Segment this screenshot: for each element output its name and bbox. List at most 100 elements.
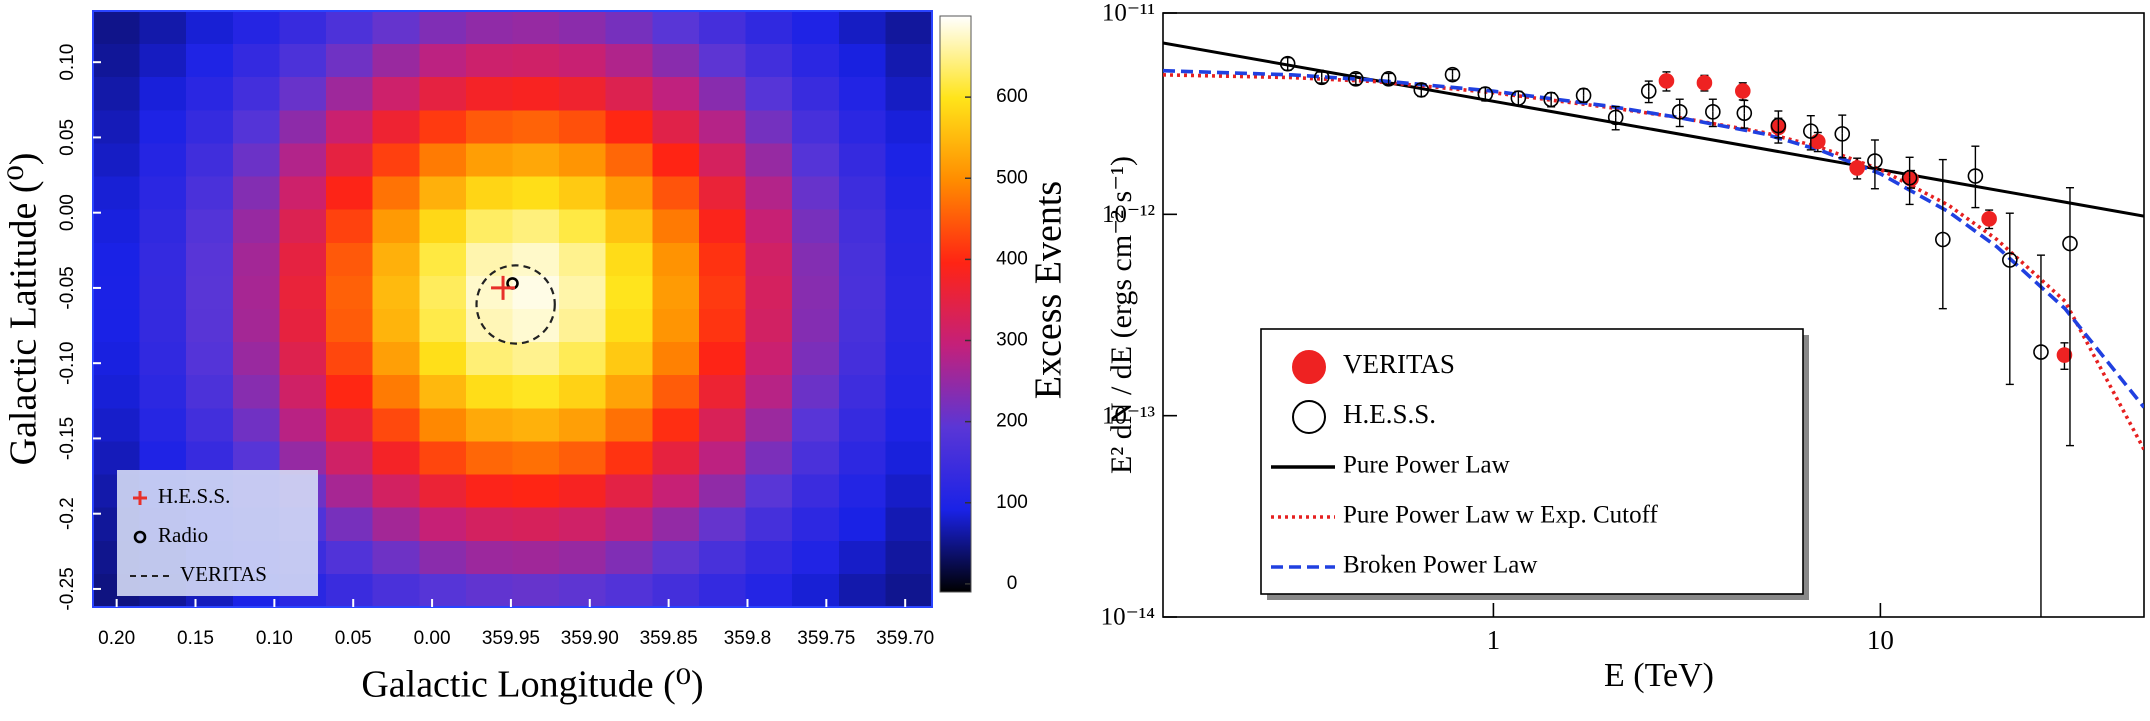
data-point: [2002, 252, 2018, 268]
heatmap-cell: [93, 44, 141, 78]
heatmap-cell: [698, 110, 747, 145]
heatmap-cell: [512, 474, 560, 509]
heatmap-cell: [792, 11, 840, 45]
legend-label: H.E.S.S.: [158, 484, 230, 508]
heatmap-cell: [559, 44, 607, 78]
y-tick-label: -0.10: [57, 342, 78, 385]
data-point: [1705, 104, 1721, 120]
heatmap-cell: [279, 176, 327, 211]
heatmap-cell: [605, 275, 653, 310]
heatmap-cell: [885, 573, 933, 608]
heatmap-cell: [372, 77, 420, 111]
data-point: [1313, 69, 1330, 86]
heatmap-cell: [512, 507, 560, 542]
heatmap-cell: [372, 408, 420, 443]
data-point: [1543, 91, 1559, 108]
colorbar-tick-label: 500: [996, 167, 1028, 188]
heatmap-cell: [559, 110, 607, 145]
heatmap-cell: [792, 44, 840, 78]
heatmap-cell: [792, 342, 840, 376]
heatmap-cell: [838, 441, 886, 476]
y-tick-label: 10⁻¹²: [1102, 201, 1155, 228]
heatmap-cell: [465, 176, 514, 211]
heatmap-cell: [186, 375, 234, 409]
heatmap-cell: [698, 275, 747, 310]
heatmap-cell: [792, 507, 840, 542]
heatmap-cell: [792, 176, 840, 211]
data-point: [1803, 123, 1819, 139]
y-tick-label: -0.15: [57, 417, 78, 460]
heatmap-cell: [186, 275, 234, 310]
heatmap-cell: [419, 11, 467, 45]
heatmap-cell: [512, 143, 560, 178]
heatmap-cell: [419, 44, 467, 78]
heatmap-cell: [559, 342, 607, 376]
heatmap-cell: [326, 110, 374, 145]
data-point: [1658, 73, 1675, 89]
heatmap-cell: [605, 209, 653, 244]
heatmap-cell: [885, 11, 933, 45]
heatmap-cell: [559, 309, 607, 343]
y-tick-label: -0.05: [57, 266, 78, 309]
veritas-circle: [475, 264, 556, 345]
heatmap-cell: [559, 242, 607, 277]
heatmap-cell: [792, 540, 840, 575]
heatmap-cell: [372, 110, 420, 145]
heatmap-cell: [698, 408, 747, 443]
data-point: [1770, 117, 1787, 134]
heatmap-cell: [792, 573, 840, 608]
heatmap-cell: [652, 474, 700, 509]
heatmap-cell: [652, 242, 700, 277]
data-point: [1380, 71, 1397, 87]
circle-symbol: [133, 530, 147, 544]
heatmap-cell: [885, 176, 933, 211]
heatmap-cell: [745, 275, 793, 310]
heatmap-cell: [698, 375, 747, 409]
plot-frame: [92, 10, 933, 608]
x-tick-label: 0.20: [98, 628, 135, 649]
legend-label: Pure Power Law: [1343, 452, 1510, 479]
colorbar-tick-label: 400: [996, 248, 1028, 269]
heatmap-cell: [605, 176, 653, 211]
legend-label: VERITAS: [180, 562, 267, 586]
heatmap-cell: [512, 11, 560, 45]
heatmap-cell: [698, 11, 747, 45]
heatmap-cell: [652, 209, 700, 244]
heatmap-cell: [465, 11, 514, 45]
heatmap-cell: [232, 242, 281, 277]
heatmap-cell: [139, 309, 187, 343]
x-tick-label: 0.15: [177, 628, 214, 649]
heatmap-cell: [279, 209, 327, 244]
heatmap-cell: [559, 474, 607, 509]
heatmap-cell: [93, 375, 141, 409]
heatmap-cell: [885, 275, 933, 310]
heatmap-cell: [605, 11, 653, 45]
data-point: [1477, 86, 1494, 102]
heatmap-cell: [698, 77, 747, 111]
data-point: [1736, 105, 1753, 121]
heatmap-cell: [605, 44, 653, 78]
heatmap-cell: [838, 77, 886, 111]
heatmap-cell: [745, 11, 793, 45]
heatmap-cell: [139, 110, 187, 145]
cross-symbol: [133, 491, 147, 505]
heatmap-cells: [93, 11, 933, 608]
heatmap-cell: [559, 209, 607, 244]
heatmap-cell: [512, 441, 560, 476]
heatmap-cell: [652, 11, 700, 45]
data-point: [1671, 104, 1688, 120]
data-point: [1981, 211, 1997, 227]
heatmap-cell: [885, 507, 933, 542]
data-point: [1696, 75, 1713, 91]
heatmap-cell: [139, 44, 187, 78]
heatmap-cell: [512, 176, 560, 211]
heatmap-cell: [372, 375, 420, 409]
heatmap-cell: [93, 342, 141, 376]
heatmap-cell: [745, 143, 793, 178]
heatmap-cell: [745, 441, 793, 476]
heatmap-cell: [465, 209, 514, 244]
x-axis-label: E (TeV): [1604, 657, 1714, 694]
legend-label: Radio: [158, 523, 208, 547]
heatmap-cell: [419, 375, 467, 409]
